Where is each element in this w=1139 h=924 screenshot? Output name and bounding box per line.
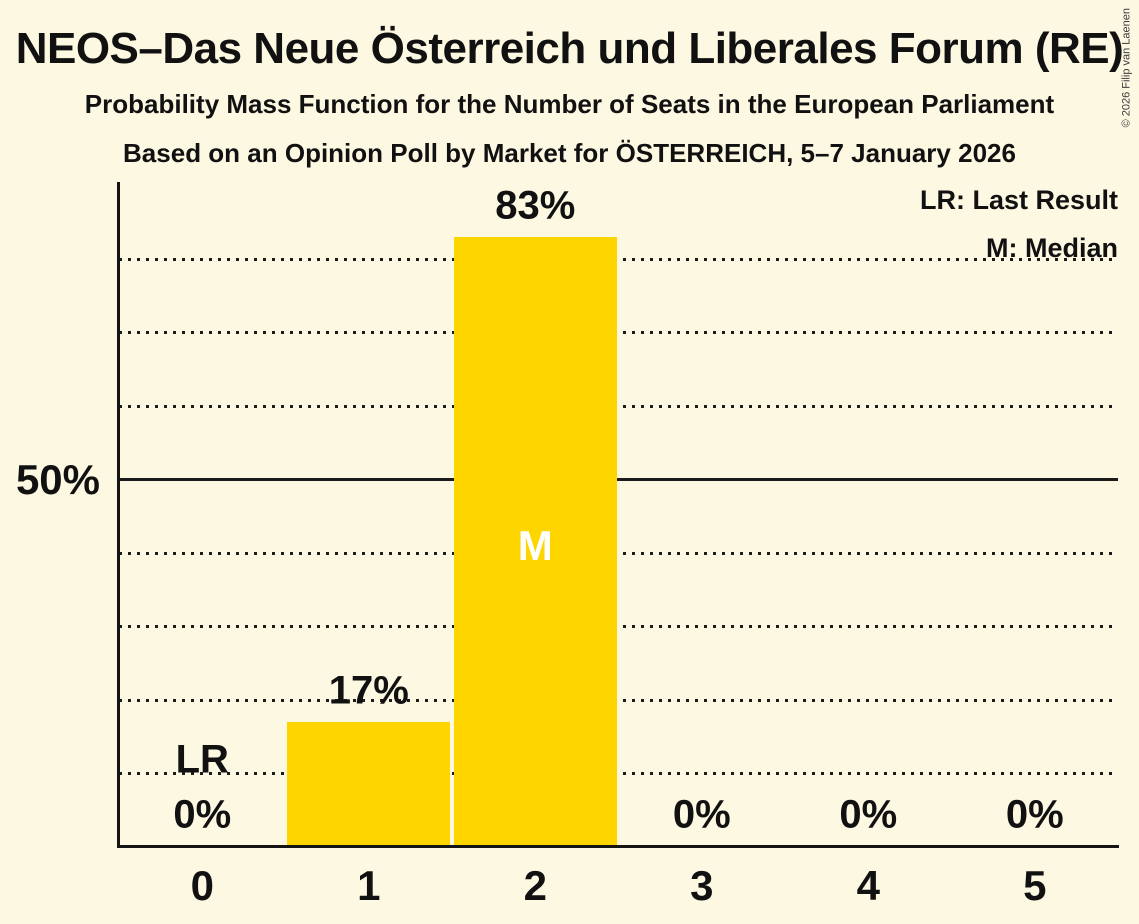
- last-result-marker: LR: [175, 737, 229, 782]
- gridline-80pct: [119, 257, 1118, 261]
- legend-last-result: LR: Last Result: [919, 185, 1118, 215]
- gridline-60pct: [119, 404, 1118, 408]
- value-label-seats-0: 0%: [173, 792, 232, 837]
- value-label-seats-4: 0%: [839, 792, 898, 837]
- value-label-seats-2: 83%: [495, 183, 576, 228]
- value-label-seats-1: 17%: [328, 668, 409, 713]
- legend-median: M: Median: [986, 233, 1118, 263]
- value-label-seats-3: 0%: [672, 792, 731, 837]
- y-axis-50-label: 50%: [15, 456, 100, 503]
- x-tick-label-3: 3: [690, 862, 714, 909]
- x-tick-label-1: 1: [357, 862, 381, 909]
- gridline-10pct: [119, 772, 1118, 775]
- y-axis-line: [117, 182, 120, 848]
- bar-seats-2: [453, 236, 617, 847]
- x-tick-label-4: 4: [856, 862, 880, 909]
- gridline-50pct: [119, 478, 1118, 481]
- gridline-40pct: [119, 551, 1118, 555]
- chart-source-line: Based on an Opinion Poll by Market for Ö…: [123, 138, 1016, 168]
- gridline-20pct: [119, 698, 1118, 702]
- x-tick-label-2: 2: [523, 862, 547, 909]
- x-tick-label-0: 0: [190, 862, 214, 909]
- median-marker: M: [517, 522, 553, 569]
- gridline-30pct: [119, 625, 1118, 628]
- value-label-seats-5: 0%: [1005, 792, 1064, 837]
- chart-subtitle: Probability Mass Function for the Number…: [84, 89, 1055, 119]
- x-axis-line: [117, 845, 1119, 848]
- x-tick-label-5: 5: [1023, 862, 1047, 909]
- copyright-notice: © 2026 Filip van Laenen: [1120, 8, 1132, 128]
- bar-seats-1: [287, 722, 451, 847]
- gridline-70pct: [119, 331, 1118, 334]
- chart-title: NEOS–Das Neue Österreich und Liberales F…: [15, 24, 1124, 73]
